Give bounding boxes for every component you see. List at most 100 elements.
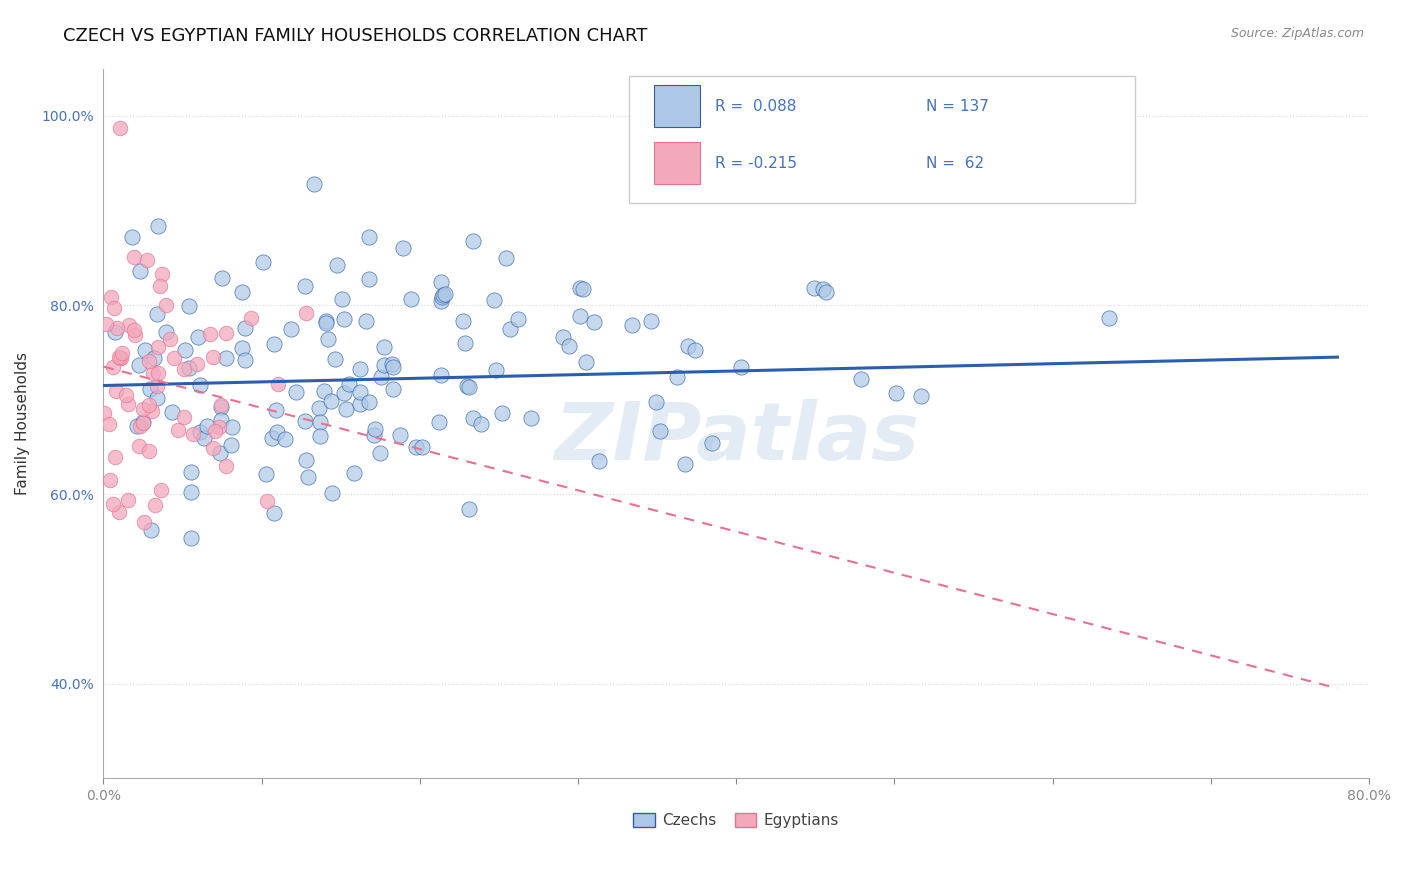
Egyptians <box>108 351 131 365</box>
Czechs <box>454 335 477 350</box>
Czechs <box>411 440 433 454</box>
Czechs <box>333 385 356 400</box>
Text: R =  0.088: R = 0.088 <box>714 99 796 114</box>
Egyptians <box>267 377 290 392</box>
Czechs <box>575 354 598 368</box>
Czechs <box>221 419 243 434</box>
Czechs <box>319 394 342 409</box>
Egyptians <box>138 354 160 368</box>
Egyptians <box>256 494 278 508</box>
Czechs <box>148 219 170 233</box>
Czechs <box>461 234 484 248</box>
Egyptians <box>128 419 150 434</box>
Egyptians <box>98 417 121 432</box>
Czechs <box>1098 310 1121 325</box>
Egyptians <box>132 401 155 416</box>
Czechs <box>349 385 371 400</box>
Egyptians <box>173 410 195 425</box>
Czechs <box>174 343 197 357</box>
Czechs <box>318 332 340 346</box>
Czechs <box>381 357 404 371</box>
Egyptians <box>105 320 128 334</box>
Czechs <box>354 314 377 328</box>
Czechs <box>343 467 366 481</box>
Czechs <box>263 337 285 351</box>
Egyptians <box>149 483 172 497</box>
Egyptians <box>239 311 262 326</box>
Czechs <box>551 330 574 344</box>
Czechs <box>211 270 233 285</box>
Text: Source: ZipAtlas.com: Source: ZipAtlas.com <box>1230 27 1364 40</box>
Czechs <box>568 309 591 323</box>
Czechs <box>463 410 485 425</box>
Czechs <box>405 440 427 454</box>
Egyptians <box>128 439 150 453</box>
Czechs <box>803 281 825 295</box>
Czechs <box>685 343 707 357</box>
Czechs <box>349 362 371 376</box>
Czechs <box>141 523 163 537</box>
Egyptians <box>94 318 117 332</box>
Czechs <box>333 312 356 326</box>
Egyptians <box>111 345 134 359</box>
Czechs <box>482 293 505 307</box>
Czechs <box>155 326 177 340</box>
Czechs <box>676 339 699 353</box>
Czechs <box>323 351 346 366</box>
Egyptians <box>201 350 224 364</box>
Czechs <box>557 339 579 353</box>
Czechs <box>485 363 508 377</box>
Czechs <box>886 385 908 400</box>
Czechs <box>252 254 274 268</box>
Czechs <box>233 320 256 334</box>
Czechs <box>308 415 330 429</box>
Czechs <box>363 427 385 442</box>
Czechs <box>401 292 423 306</box>
Czechs <box>321 486 343 500</box>
Czechs <box>349 396 371 410</box>
Egyptians <box>167 423 190 437</box>
FancyBboxPatch shape <box>628 76 1135 203</box>
Egyptians <box>159 332 181 346</box>
Egyptians <box>108 121 131 136</box>
Egyptians <box>107 505 129 519</box>
Egyptians <box>103 497 125 511</box>
Egyptians <box>93 406 115 420</box>
Czechs <box>491 406 513 420</box>
Czechs <box>177 361 200 376</box>
Czechs <box>382 382 405 396</box>
Czechs <box>506 311 529 326</box>
Czechs <box>427 415 450 429</box>
Czechs <box>188 377 211 392</box>
Text: N = 137: N = 137 <box>927 99 988 114</box>
Czechs <box>588 454 610 468</box>
Czechs <box>814 285 837 300</box>
Egyptians <box>204 424 226 438</box>
Czechs <box>231 285 253 299</box>
Czechs <box>131 415 153 429</box>
Egyptians <box>110 351 132 366</box>
FancyBboxPatch shape <box>654 86 700 128</box>
Egyptians <box>150 267 173 281</box>
Czechs <box>673 457 696 471</box>
Egyptians <box>295 306 318 320</box>
Czechs <box>498 322 520 336</box>
Czechs <box>180 532 202 546</box>
Egyptians <box>103 359 125 374</box>
Czechs <box>145 391 167 405</box>
Czechs <box>215 351 238 366</box>
Czechs <box>142 351 165 366</box>
Czechs <box>495 252 517 266</box>
Czechs <box>254 467 277 481</box>
Czechs <box>195 419 218 434</box>
Text: N =  62: N = 62 <box>927 155 984 170</box>
Czechs <box>193 431 215 445</box>
Egyptians <box>136 252 159 267</box>
Egyptians <box>98 474 121 488</box>
Czechs <box>811 281 834 295</box>
Czechs <box>266 425 288 440</box>
Egyptians <box>122 323 145 337</box>
Czechs <box>187 330 209 344</box>
Y-axis label: Family Households: Family Households <box>15 351 30 495</box>
Egyptians <box>138 398 160 412</box>
